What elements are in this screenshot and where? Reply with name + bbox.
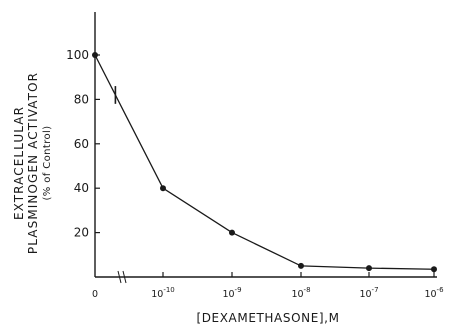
data-series	[92, 52, 437, 273]
x-tick-label: 10-7	[359, 286, 378, 300]
data-point	[298, 262, 304, 269]
y-axis-label-line-1: EXTRACELLULAR	[12, 106, 26, 220]
y-tick-label: 100	[66, 48, 89, 62]
x-tick-label: 0	[92, 289, 98, 300]
data-point	[366, 265, 372, 272]
x-tick-label: 10-6	[424, 286, 444, 300]
x-ticks: 0 10-10 10-9 10-8 10-7 10-6	[92, 272, 444, 300]
y-ticks: 20 40 60 80 100	[66, 48, 100, 240]
x-axis-label: [DEXAMETHASONE],M	[196, 311, 339, 325]
y-axis-label-line-3: (% of Control)	[42, 125, 53, 200]
axis-break-mark	[117, 270, 127, 284]
x-tick-label: 10-8	[291, 286, 310, 300]
y-tick-label: 40	[74, 181, 89, 195]
data-point	[431, 266, 437, 273]
y-tick-label: 80	[74, 92, 89, 106]
x-tick-label: 10-9	[222, 286, 241, 300]
series-line	[94, 54, 435, 270]
y-axis-label-line-2: PLASMINOGEN ACTIVATOR	[26, 72, 40, 254]
x-tick-label: 10-10	[151, 286, 175, 300]
data-point	[92, 52, 98, 58]
data-point	[160, 185, 166, 192]
y-axis-label: EXTRACELLULAR PLASMINOGEN ACTIVATOR (% o…	[12, 72, 53, 254]
y-tick-label: 20	[74, 226, 89, 240]
data-point	[229, 229, 235, 236]
y-tick-label: 60	[74, 137, 89, 151]
